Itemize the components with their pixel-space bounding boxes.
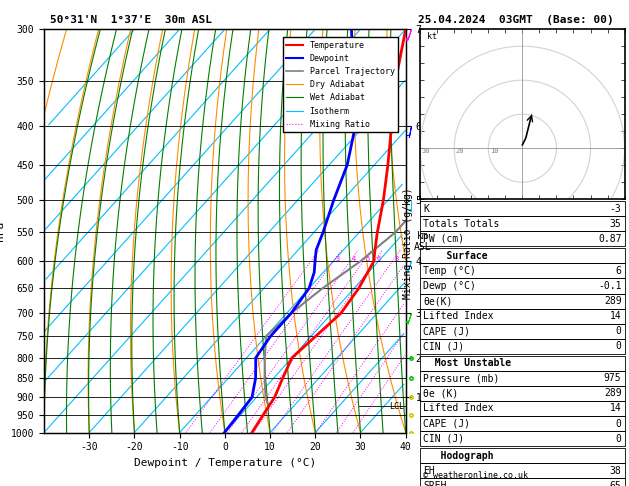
Text: θe(K): θe(K) [423, 296, 453, 306]
Text: 0.87: 0.87 [598, 234, 621, 244]
Text: 10: 10 [490, 148, 499, 155]
Text: 25.04.2024  03GMT  (Base: 00): 25.04.2024 03GMT (Base: 00) [418, 15, 614, 25]
Text: © weatheronline.co.uk: © weatheronline.co.uk [423, 470, 528, 480]
Text: 0: 0 [616, 434, 621, 444]
Text: SREH: SREH [423, 481, 447, 486]
Text: θe (K): θe (K) [423, 388, 459, 399]
Text: 30: 30 [422, 148, 430, 155]
Text: EH: EH [423, 466, 435, 476]
Text: 0: 0 [616, 418, 621, 429]
Text: Pressure (mb): Pressure (mb) [423, 373, 499, 383]
Y-axis label: km
ASL: km ASL [414, 231, 431, 252]
Text: 14: 14 [610, 403, 621, 414]
X-axis label: Dewpoint / Temperature (°C): Dewpoint / Temperature (°C) [134, 458, 316, 468]
Text: PW (cm): PW (cm) [423, 234, 464, 244]
Text: Hodograph: Hodograph [423, 451, 494, 461]
Text: CAPE (J): CAPE (J) [423, 326, 470, 336]
Text: CAPE (J): CAPE (J) [423, 418, 470, 429]
Text: 14: 14 [610, 311, 621, 321]
Text: Most Unstable: Most Unstable [423, 358, 511, 368]
Text: 3: 3 [335, 256, 340, 262]
Text: 50°31'N  1°37'E  30m ASL: 50°31'N 1°37'E 30m ASL [50, 15, 213, 25]
Text: K: K [423, 204, 429, 214]
Legend: Temperature, Dewpoint, Parcel Trajectory, Dry Adiabat, Wet Adiabat, Isotherm, Mi: Temperature, Dewpoint, Parcel Trajectory… [283, 37, 398, 132]
Text: 6: 6 [616, 266, 621, 276]
Text: CIN (J): CIN (J) [423, 434, 464, 444]
Text: kt: kt [427, 33, 437, 41]
Text: -3: -3 [610, 204, 621, 214]
Text: 5: 5 [365, 256, 369, 262]
Text: 2: 2 [313, 256, 317, 262]
Text: 4: 4 [352, 256, 356, 262]
Text: 975: 975 [604, 373, 621, 383]
Text: 65: 65 [610, 481, 621, 486]
Text: 0: 0 [616, 326, 621, 336]
Text: CIN (J): CIN (J) [423, 341, 464, 351]
Text: 289: 289 [604, 296, 621, 306]
Text: 8: 8 [394, 256, 398, 262]
Text: Dewp (°C): Dewp (°C) [423, 281, 476, 291]
Text: Surface: Surface [423, 251, 488, 261]
Text: 35: 35 [610, 219, 621, 229]
Text: 289: 289 [604, 388, 621, 399]
Text: Lifted Index: Lifted Index [423, 311, 494, 321]
Text: -0.1: -0.1 [598, 281, 621, 291]
Text: 20: 20 [456, 148, 464, 155]
Text: Temp (°C): Temp (°C) [423, 266, 476, 276]
Text: 6: 6 [376, 256, 381, 262]
Y-axis label: hPa: hPa [0, 221, 5, 241]
Text: Mixing Ratio (g/kg): Mixing Ratio (g/kg) [403, 187, 413, 299]
Text: LCL: LCL [389, 402, 404, 411]
Text: 38: 38 [610, 466, 621, 476]
Text: Lifted Index: Lifted Index [423, 403, 494, 414]
Text: Totals Totals: Totals Totals [423, 219, 499, 229]
Text: 0: 0 [616, 341, 621, 351]
